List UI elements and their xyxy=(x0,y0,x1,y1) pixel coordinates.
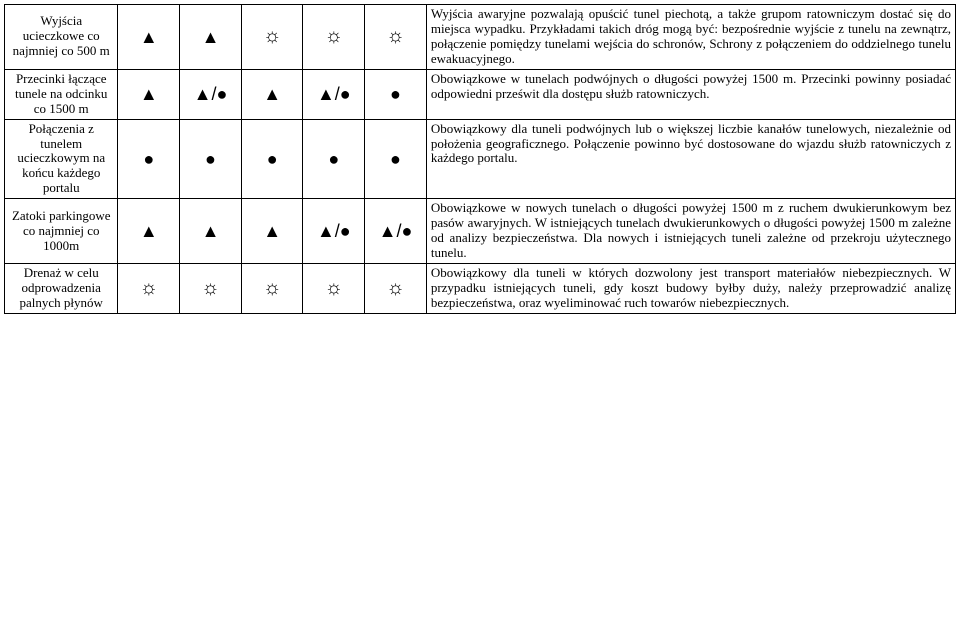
triangle-icon: ▲ xyxy=(263,84,281,104)
symbol-cell: ▲/● xyxy=(303,69,365,119)
symbol-cell: ▲ xyxy=(241,199,303,264)
triangle-icon: ▲ xyxy=(202,27,220,47)
row-description: Obowiązkowy dla tuneli podwójnych lub o … xyxy=(426,119,955,199)
row-label: Drenaż w celu odprowadzenia palnych płyn… xyxy=(5,264,118,314)
sun-icon: ☼ xyxy=(325,25,343,47)
row-description: Obowiązkowe w nowych tunelach o długości… xyxy=(426,199,955,264)
triangle-dot-icon: ▲/● xyxy=(379,221,413,241)
requirements-table: Wyjścia ucieczkowe co najmniej co 500 m ▲… xyxy=(4,4,956,314)
symbol-cell: ☼ xyxy=(241,264,303,314)
symbol-cell: ☼ xyxy=(241,5,303,70)
symbol-cell: ☼ xyxy=(365,5,427,70)
symbol-cell: ▲ xyxy=(118,199,180,264)
symbol-cell: ▲ xyxy=(118,5,180,70)
symbol-cell: ▲ xyxy=(180,199,242,264)
symbol-cell: ☼ xyxy=(303,5,365,70)
symbol-cell: ▲/● xyxy=(365,199,427,264)
row-label: Wyjścia ucieczkowe co najmniej co 500 m xyxy=(5,5,118,70)
dot-icon: ● xyxy=(390,84,401,104)
dot-icon: ● xyxy=(328,149,339,169)
symbol-cell: ☼ xyxy=(365,264,427,314)
row-label: Połączenia z tunelem ucieczkowym na końc… xyxy=(5,119,118,199)
triangle-dot-icon: ▲/● xyxy=(317,221,351,241)
dot-icon: ● xyxy=(205,149,216,169)
symbol-cell: ● xyxy=(180,119,242,199)
symbol-cell: ☼ xyxy=(118,264,180,314)
symbol-cell: ▲ xyxy=(118,69,180,119)
symbol-cell: ● xyxy=(365,119,427,199)
symbol-cell: ● xyxy=(365,69,427,119)
symbol-cell: ● xyxy=(118,119,180,199)
row-description: Obowiązkowy dla tuneli w których dozwolo… xyxy=(426,264,955,314)
symbol-cell: ▲ xyxy=(180,5,242,70)
triangle-icon: ▲ xyxy=(140,27,158,47)
dot-icon: ● xyxy=(390,149,401,169)
symbol-cell: ☼ xyxy=(303,264,365,314)
symbol-cell: ▲/● xyxy=(180,69,242,119)
sun-icon: ☼ xyxy=(386,25,404,47)
sun-icon: ☼ xyxy=(140,277,158,299)
symbol-cell: ☼ xyxy=(180,264,242,314)
sun-icon: ☼ xyxy=(263,25,281,47)
symbol-cell: ▲/● xyxy=(303,199,365,264)
table-row: Połączenia z tunelem ucieczkowym na końc… xyxy=(5,119,956,199)
row-label: Zatoki parkingowe co najmniej co 1000m xyxy=(5,199,118,264)
symbol-cell: ● xyxy=(241,119,303,199)
sun-icon: ☼ xyxy=(325,277,343,299)
triangle-dot-icon: ▲/● xyxy=(194,84,228,104)
dot-icon: ● xyxy=(143,149,154,169)
triangle-dot-icon: ▲/● xyxy=(317,84,351,104)
table-row: Drenaż w celu odprowadzenia palnych płyn… xyxy=(5,264,956,314)
sun-icon: ☼ xyxy=(386,277,404,299)
row-description: Wyjścia awaryjne pozwalają opuścić tunel… xyxy=(426,5,955,70)
table-row: Wyjścia ucieczkowe co najmniej co 500 m ▲… xyxy=(5,5,956,70)
sun-icon: ☼ xyxy=(263,277,281,299)
triangle-icon: ▲ xyxy=(140,84,158,104)
triangle-icon: ▲ xyxy=(202,221,220,241)
triangle-icon: ▲ xyxy=(263,221,281,241)
table-row: Zatoki parkingowe co najmniej co 1000m ▲ ▲… xyxy=(5,199,956,264)
row-label: Przecinki łączące tunele na odcinku co 1… xyxy=(5,69,118,119)
triangle-icon: ▲ xyxy=(140,221,158,241)
symbol-cell: ● xyxy=(303,119,365,199)
row-description: Obowiązkowe w tunelach podwójnych o dług… xyxy=(426,69,955,119)
dot-icon: ● xyxy=(267,149,278,169)
sun-icon: ☼ xyxy=(201,277,219,299)
symbol-cell: ▲ xyxy=(241,69,303,119)
table-row: Przecinki łączące tunele na odcinku co 1… xyxy=(5,69,956,119)
